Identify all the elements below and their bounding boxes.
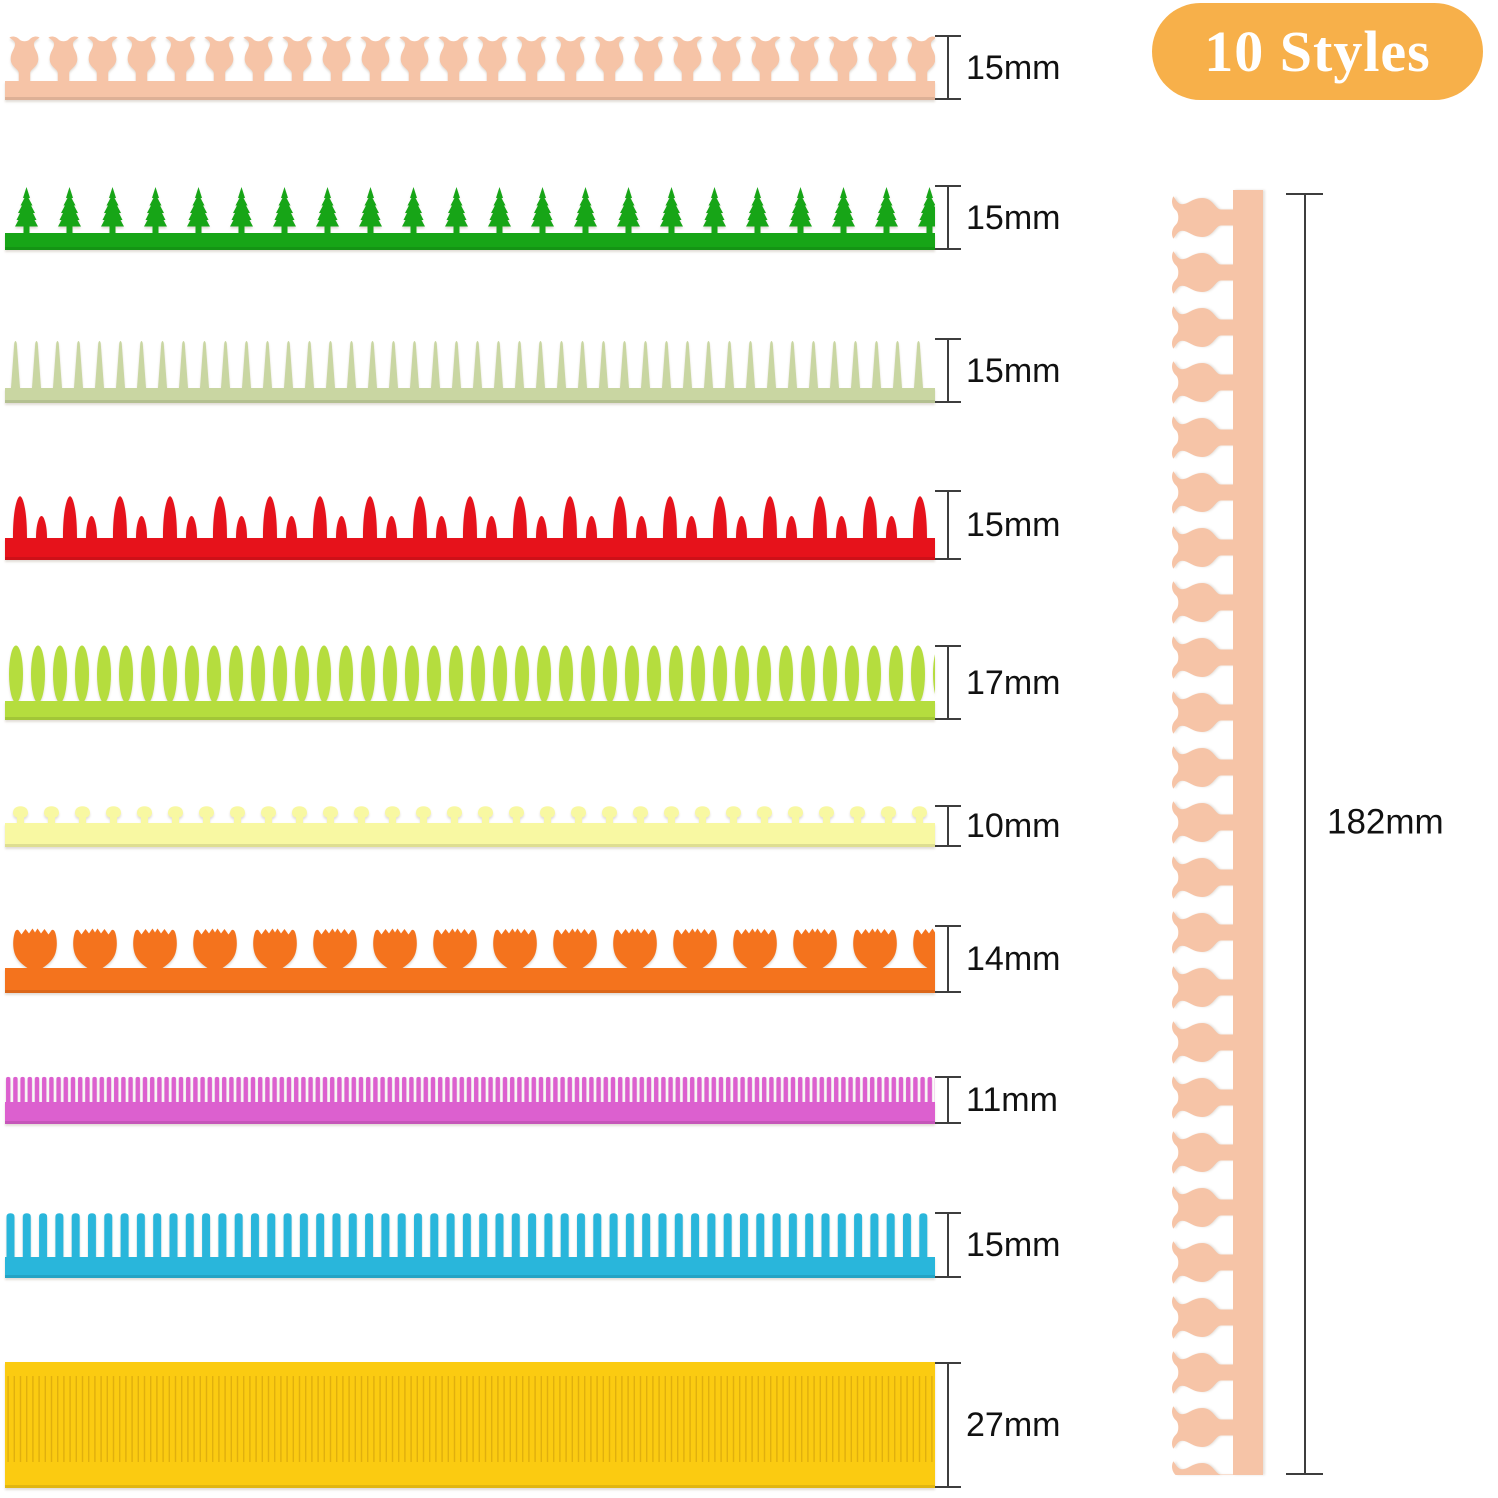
measure-tick-icon: [935, 558, 961, 560]
height-measure-indicator: [935, 185, 961, 250]
vertical-strip-length-label: 182mm: [1327, 802, 1444, 842]
measure-tick-icon: [1286, 1473, 1323, 1475]
strip-row-tulip-border: [5, 35, 935, 100]
measure-tick-icon: [935, 248, 961, 250]
strip-row-fringe-border: [5, 1212, 935, 1278]
measure-tick-icon: [935, 401, 961, 403]
measure-line: [947, 1362, 949, 1488]
strip-row-pine-tree-border: [5, 185, 935, 250]
tulip-border-graphic: [5, 35, 935, 100]
measure-tick-icon: [935, 1122, 961, 1124]
strip-row-pleated-border: [5, 1362, 935, 1488]
pleated-border-graphic: [5, 1362, 935, 1488]
height-measure-indicator: [935, 35, 961, 100]
measure-line: [947, 1076, 949, 1124]
bump-border-graphic: [5, 805, 935, 847]
petal-border-graphic: [5, 645, 935, 720]
measure-line: [947, 645, 949, 720]
measure-line: [947, 35, 949, 100]
measure-line: [947, 1212, 949, 1278]
strip-row-bump-border: [5, 805, 935, 847]
height-measure-indicator: [935, 338, 961, 403]
strip-height-label: 17mm: [966, 663, 1061, 702]
height-measure-indicator: [935, 1076, 961, 1124]
strip-height-label: 15mm: [966, 506, 1061, 544]
strip-height-label: 11mm: [966, 1081, 1058, 1119]
measure-line: [947, 185, 949, 250]
fine-fringe-border-graphic: [5, 1076, 935, 1124]
strip-height-label: 14mm: [966, 940, 1061, 978]
tulip-flower-border-graphic: [5, 925, 935, 993]
height-measure-indicator: [935, 925, 961, 993]
strip-row-petal-border: [5, 645, 935, 720]
strip-height-label: 15mm: [966, 48, 1061, 87]
strip-height-label: 27mm: [966, 1406, 1061, 1444]
fringe-border-graphic: [5, 1212, 935, 1278]
strip-height-label: 15mm: [966, 1226, 1061, 1264]
measure-tick-icon: [935, 1486, 961, 1488]
height-measure-indicator: [935, 1362, 961, 1488]
vertical-strip: [1170, 190, 1263, 1475]
measure-tick-icon: [935, 1276, 961, 1278]
measure-line: [947, 925, 949, 993]
flame-border-graphic: [5, 490, 935, 560]
measure-line: [947, 490, 949, 560]
strip-row-flame-border: [5, 490, 935, 560]
length-measure-indicator: [1286, 193, 1323, 1475]
measure-tick-icon: [935, 718, 961, 720]
tulip-border-vertical-graphic: [1170, 190, 1263, 1475]
strip-height-label: 10mm: [966, 807, 1061, 845]
strip-height-label: 15mm: [966, 351, 1061, 390]
measure-tick-icon: [935, 845, 961, 847]
measure-tick-icon: [935, 991, 961, 993]
height-measure-indicator: [935, 645, 961, 720]
styles-count-label: 10 Styles: [1204, 19, 1431, 84]
strip-row-tulip-flower-border: [5, 925, 935, 993]
strip-height-label: 15mm: [966, 198, 1061, 237]
height-measure-indicator: [935, 805, 961, 847]
height-measure-indicator: [935, 490, 961, 560]
measure-line: [947, 805, 949, 847]
strip-row-grass-border: [5, 338, 935, 403]
strip-row-fine-fringe-border: [5, 1076, 935, 1124]
pine-tree-border-graphic: [5, 185, 935, 250]
grass-border-graphic: [5, 338, 935, 403]
measure-tick-icon: [935, 98, 961, 100]
measure-line: [947, 338, 949, 403]
measure-line: [1303, 193, 1306, 1475]
height-measure-indicator: [935, 1212, 961, 1278]
styles-count-badge: 10 Styles: [1152, 3, 1483, 100]
